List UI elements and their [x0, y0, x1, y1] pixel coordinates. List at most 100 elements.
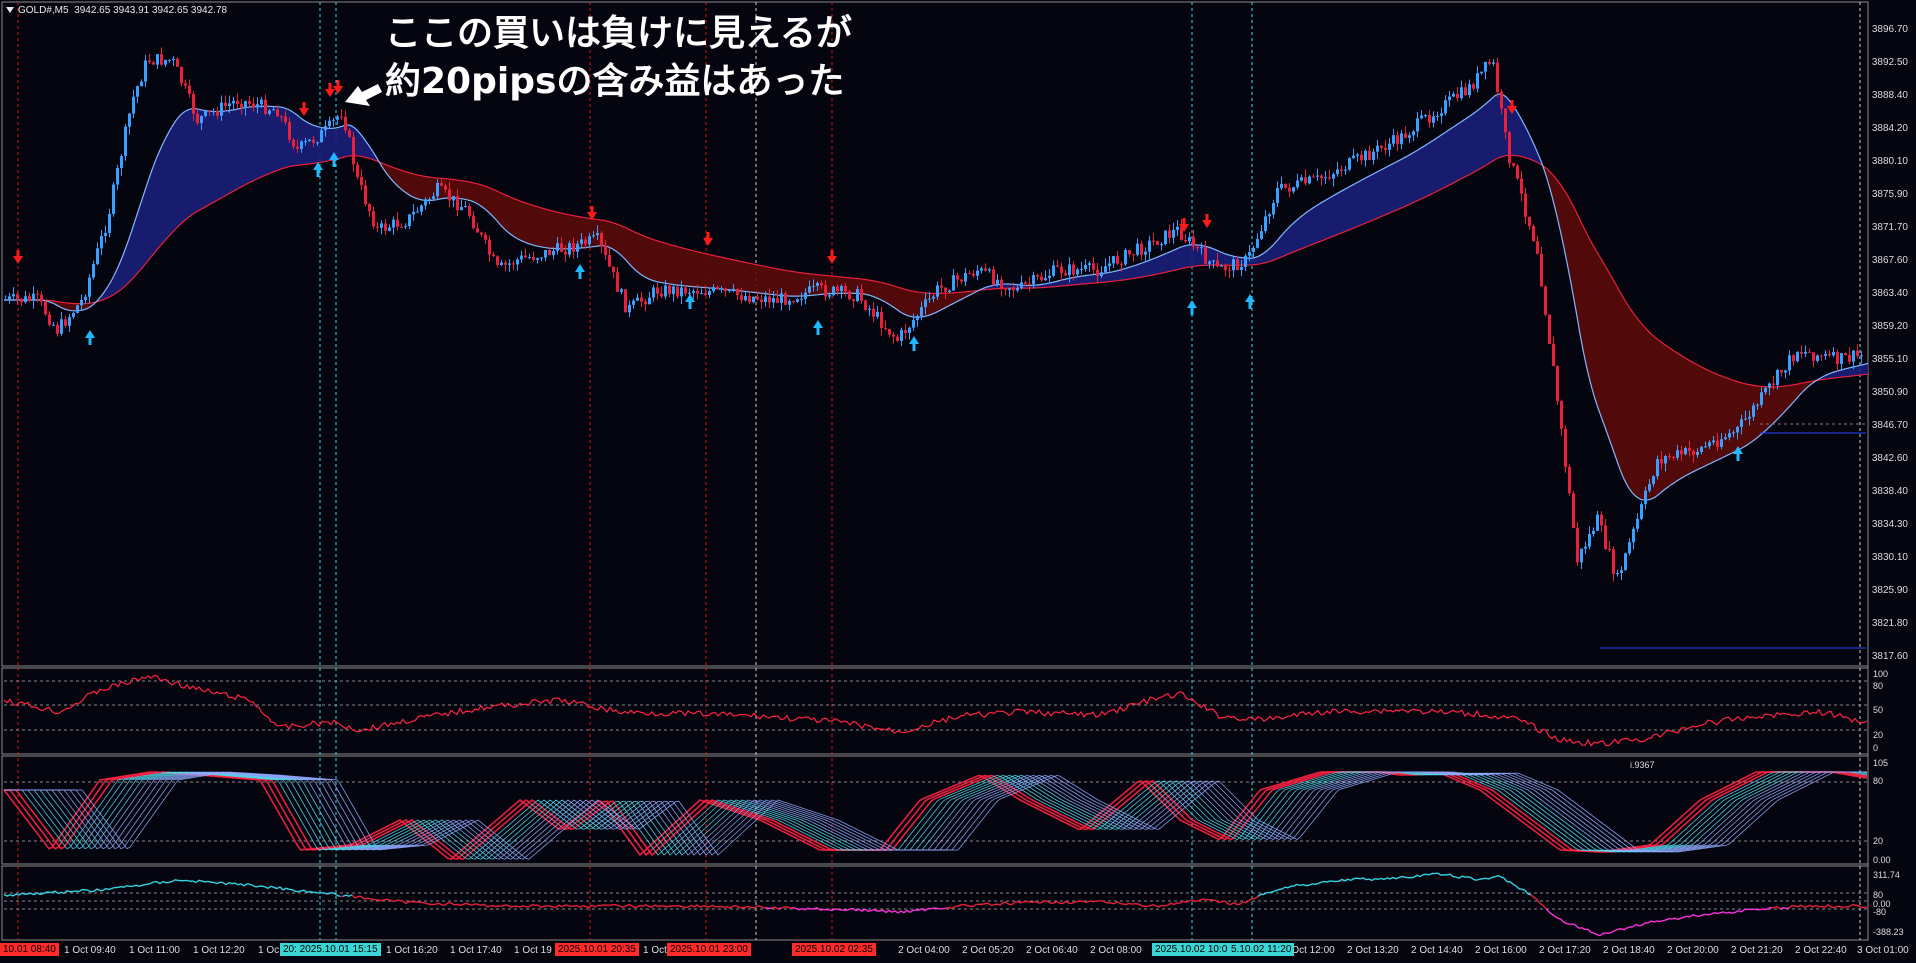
cci-line-segment	[30, 892, 35, 896]
cci-line-segment	[519, 905, 524, 908]
candle-body	[1644, 490, 1647, 505]
cci-line-segment	[663, 905, 668, 908]
candle-body	[236, 100, 239, 105]
candle-body	[1768, 383, 1771, 388]
candle-body	[616, 272, 619, 292]
cci-line-segment	[819, 908, 824, 911]
cci-line-segment	[867, 910, 872, 913]
cci-line-segment	[1413, 874, 1418, 878]
candle-body	[1396, 135, 1399, 145]
cci-line-segment	[15, 893, 20, 896]
cci-line-segment	[948, 906, 953, 909]
candle-body	[12, 294, 15, 297]
candle-body	[164, 59, 167, 65]
candle-body	[316, 142, 319, 144]
cci-line-segment	[1224, 900, 1229, 905]
candle-body	[172, 58, 175, 60]
candle-body	[1184, 239, 1187, 242]
candle-body	[1356, 154, 1359, 156]
candle-body	[356, 164, 359, 177]
cci-line-segment	[1044, 899, 1049, 903]
candle-body	[188, 85, 191, 94]
candle-body	[120, 156, 123, 169]
cci-line-segment	[324, 892, 329, 895]
cci-line-segment	[276, 886, 281, 890]
candle-body	[1212, 260, 1215, 262]
cci-line-segment	[1557, 917, 1562, 920]
cci-line-segment	[1758, 908, 1763, 911]
cci-line-segment	[1320, 880, 1325, 883]
candle-body	[1512, 163, 1515, 166]
candle-body	[1700, 446, 1703, 453]
stoch-ribbon-line	[4, 771, 1867, 860]
candle-body	[108, 213, 111, 233]
candle-body	[1352, 155, 1355, 159]
cci-line-segment	[903, 909, 908, 914]
candle-body	[1232, 259, 1235, 271]
cci-line-segment	[1572, 923, 1577, 927]
candle-body	[500, 262, 503, 266]
time-label: 1 Oct 09:40	[64, 945, 116, 956]
cci-line-segment	[1323, 880, 1328, 883]
cci-line-segment	[1776, 906, 1781, 910]
candle-body	[1376, 145, 1379, 152]
candle-body	[1204, 247, 1207, 264]
candle-body	[1320, 175, 1323, 179]
cci-line-segment	[1563, 921, 1568, 925]
cci-line-segment	[1359, 877, 1364, 880]
candle-body	[1564, 428, 1567, 467]
cci-line-segment	[1038, 901, 1043, 904]
cci-line-segment	[1740, 909, 1745, 913]
cci-line-segment	[648, 905, 653, 909]
cci-line-segment	[168, 880, 173, 884]
candle-body	[1420, 115, 1423, 119]
cci-line-segment	[300, 889, 305, 892]
candle-body	[1216, 260, 1219, 267]
candle-body	[1112, 256, 1115, 264]
price-axis-label: 3867.60	[1871, 255, 1908, 266]
candle-body	[1248, 252, 1251, 256]
candle-body	[532, 256, 535, 260]
cci-line-segment	[696, 904, 701, 908]
candle-body	[548, 249, 551, 256]
cci-line-segment	[918, 907, 923, 911]
cci-line-segment	[642, 904, 647, 907]
candle-body	[300, 141, 303, 149]
cci-line-segment	[117, 885, 122, 889]
cci-line-segment	[1032, 900, 1037, 903]
cci-line-segment	[1848, 904, 1853, 908]
cci-line-segment	[1071, 901, 1076, 905]
candle-body	[196, 113, 199, 124]
cci-line-segment	[336, 894, 341, 898]
candle-body	[88, 277, 91, 297]
time-badge-red: 10.01 08:40	[0, 943, 59, 956]
candle-body	[1168, 230, 1171, 238]
cci-line-segment	[471, 903, 476, 906]
cci-line-segment	[753, 905, 758, 909]
candle-body	[900, 329, 903, 341]
cci-line-segment	[1623, 927, 1628, 931]
candle-body	[1680, 450, 1683, 455]
cci-line-segment	[102, 887, 107, 892]
price-axis-label: 3859.20	[1871, 321, 1908, 332]
candle-body	[1104, 266, 1107, 273]
rsi-axis-0: 0	[1873, 743, 1879, 753]
candle-body	[412, 211, 415, 215]
cci-line-segment	[1155, 905, 1160, 908]
cci-line-segment	[1731, 911, 1736, 914]
candle-body	[1364, 150, 1367, 161]
cci-line-segment	[1494, 874, 1499, 878]
cci-line-segment	[315, 891, 320, 894]
stoch-ribbon-line	[4, 771, 1868, 860]
cci-line-segment	[1380, 877, 1385, 881]
cci-line-segment	[354, 895, 359, 899]
candle-body	[444, 185, 447, 190]
candle-body	[1480, 71, 1483, 74]
candle-body	[1816, 355, 1819, 361]
price-axis-label: 3838.40	[1871, 486, 1908, 497]
candle-body	[1752, 405, 1755, 417]
cci-line-segment	[1110, 902, 1115, 905]
dropdown-triangle-icon[interactable]	[6, 7, 14, 14]
